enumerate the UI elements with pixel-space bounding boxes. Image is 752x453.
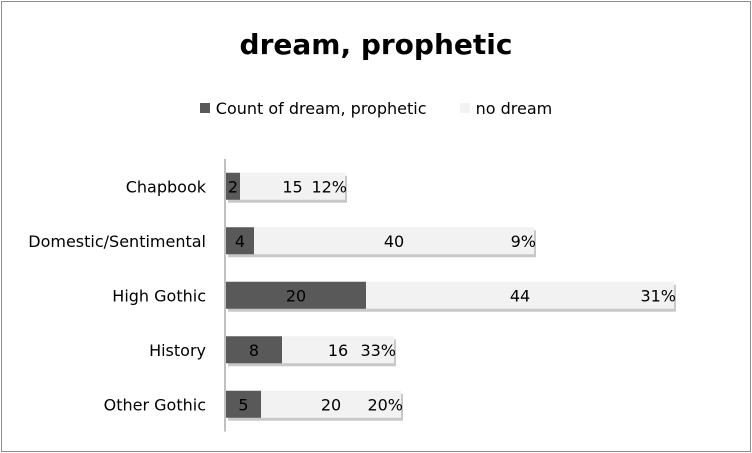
bar-no-dream-other-gothic bbox=[261, 390, 401, 418]
legend-swatch-dream-prophetic bbox=[199, 103, 210, 113]
category-label-history: History bbox=[149, 341, 206, 360]
legend-item-no-dream: no dream bbox=[459, 98, 553, 118]
data-label-dream-prophetic-high-gothic: 20 bbox=[286, 286, 306, 305]
data-label-dream-prophetic-domestic-sentimental: 4 bbox=[235, 232, 245, 251]
bar-no-dream-history bbox=[282, 336, 394, 364]
bar-dream-prophetic-domestic-sentimental bbox=[226, 227, 254, 255]
percent-label-other-gothic: 20% bbox=[367, 395, 403, 414]
data-label-no-dream-domestic-sentimental: 40 bbox=[384, 232, 404, 251]
category-label-other-gothic: Other Gothic bbox=[104, 395, 206, 414]
legend-swatch-no-dream bbox=[459, 103, 470, 113]
data-label-no-dream-history: 16 bbox=[328, 341, 348, 360]
category-label-chapbook: Chapbook bbox=[126, 177, 207, 196]
legend-label-dream-prophetic: Count of dream, prophetic bbox=[215, 98, 427, 118]
category-label-domestic-sentimental: Domestic/Sentimental bbox=[28, 232, 206, 251]
data-label-no-dream-high-gothic: 44 bbox=[510, 286, 530, 305]
legend-label-no-dream: no dream bbox=[475, 98, 553, 118]
bar-dream-prophetic-history bbox=[226, 336, 282, 364]
percent-label-domestic-sentimental: 9% bbox=[511, 232, 536, 251]
chart-title: dream, prophetic bbox=[239, 28, 513, 61]
data-label-no-dream-other-gothic: 20 bbox=[321, 395, 341, 414]
bar-no-dream-high-gothic bbox=[366, 281, 674, 309]
category-label-high-gothic: High Gothic bbox=[112, 286, 206, 305]
bar-dream-prophetic-high-gothic bbox=[226, 281, 366, 309]
data-label-dream-prophetic-other-gothic: 5 bbox=[238, 395, 248, 414]
legend-item-dream-prophetic: Count of dream, prophetic bbox=[199, 98, 427, 118]
data-label-dream-prophetic-chapbook: 2 bbox=[228, 177, 238, 196]
data-label-no-dream-chapbook: 15 bbox=[282, 177, 302, 196]
bar-dream-prophetic-other-gothic bbox=[226, 390, 261, 418]
bar-dream-prophetic-chapbook bbox=[226, 172, 240, 200]
data-label-dream-prophetic-history: 8 bbox=[249, 341, 259, 360]
bar-no-dream-chapbook bbox=[240, 172, 345, 200]
percent-label-high-gothic: 31% bbox=[640, 286, 676, 305]
chart-legend: Count of dream, prophetic no dream bbox=[2, 98, 750, 118]
percent-label-chapbook: 12% bbox=[311, 177, 347, 196]
bar-no-dream-domestic-sentimental bbox=[254, 227, 534, 255]
percent-label-history: 33% bbox=[360, 341, 396, 360]
